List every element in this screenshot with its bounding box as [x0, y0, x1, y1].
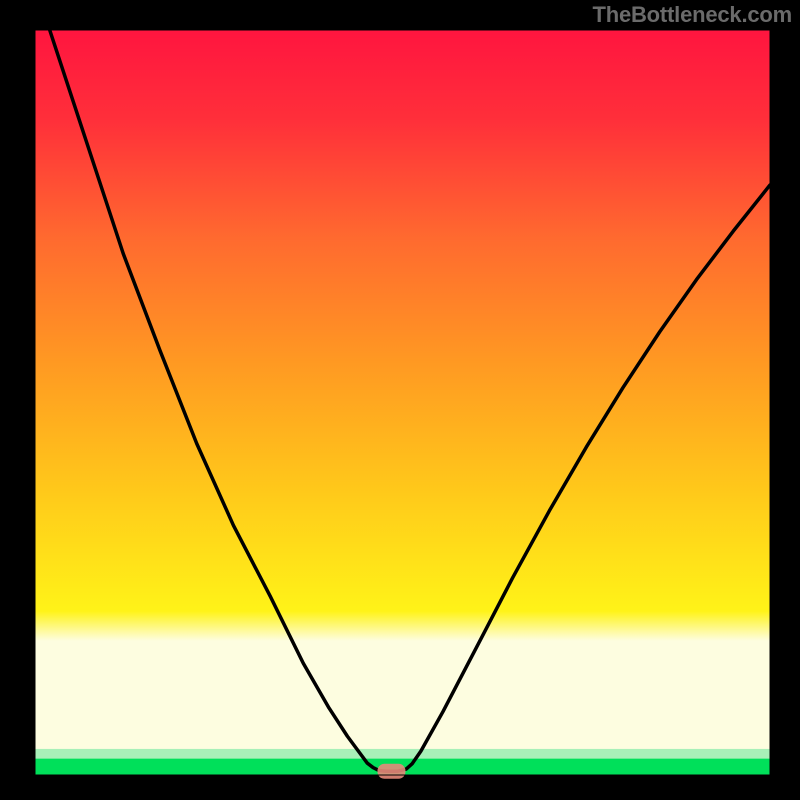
chart-container: TheBottleneck.com: [0, 0, 800, 800]
band-offwhite: [35, 641, 770, 749]
optimal-marker: [377, 764, 405, 779]
bottleneck-chart: [0, 0, 800, 800]
band-green-pale: [35, 749, 770, 759]
watermark-label: TheBottleneck.com: [592, 2, 792, 28]
